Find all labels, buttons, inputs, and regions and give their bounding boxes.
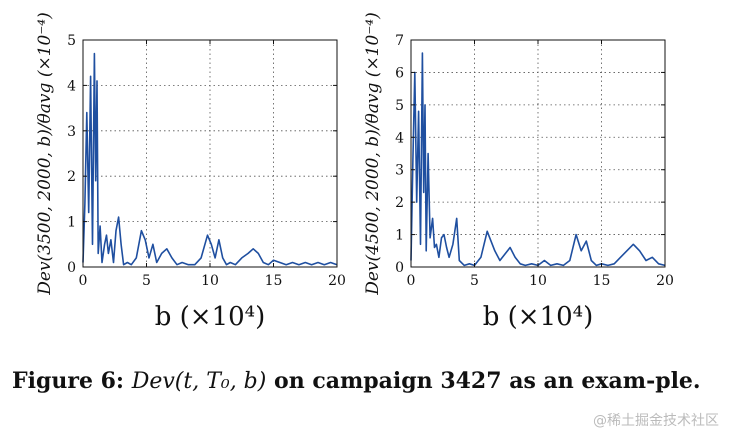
chart-1: 0 5 10 15 20 0 1 2 3 4 5 Dev(3500, 2000, b)/θavg (×… (35, 12, 346, 332)
chart-2: 0 5 10 15 20 0 1 2 3 4 5 6 7 Dev(4500, 2000, b)/θavg … (363, 12, 674, 332)
figure-caption: Figure 6: Dev(t, T₀, b) on campaign 3427… (12, 366, 724, 397)
y-tick-label: 4 (67, 78, 76, 94)
x-tick-label: 0 (79, 273, 88, 289)
y-axis-label: Dev(4500, 2000, b)/θavg (×10⁻⁴) (363, 12, 383, 296)
x-axis-label: b (×10⁴) (483, 302, 594, 332)
data-line (410, 52, 666, 267)
x-tick-label: 5 (470, 273, 479, 289)
y-tick-label: 6 (395, 65, 404, 81)
y-axis-label: Dev(3500, 2000, b)/θavg (×10⁻⁴) (35, 12, 55, 296)
x-tick-label: 20 (656, 273, 674, 289)
y-tick-label: 5 (67, 33, 76, 49)
y-tick-label: 7 (395, 33, 404, 49)
x-tick-label: 5 (142, 273, 151, 289)
x-tick-label: 20 (328, 273, 346, 289)
y-tick-label: 5 (395, 98, 404, 114)
y-tick-label: 0 (67, 260, 76, 276)
y-tick-label: 3 (67, 124, 76, 140)
data-line (82, 52, 338, 266)
y-tick-label: 2 (395, 195, 404, 211)
x-tick-label: 10 (201, 273, 219, 289)
y-tick-label: 2 (67, 169, 76, 185)
x-tick-label: 15 (593, 273, 611, 289)
x-tick-label: 15 (265, 273, 283, 289)
caption-math: Dev(t, T₀, b) (131, 369, 267, 394)
watermark: @稀土掘金技术社区 (593, 413, 719, 429)
y-tick-label: 3 (395, 163, 404, 179)
x-tick-label: 10 (529, 273, 547, 289)
caption-text: on campaign 3427 as an exam-ple. (274, 368, 701, 394)
y-tick-label: 1 (395, 228, 404, 244)
y-tick-label: 1 (67, 215, 76, 231)
caption-label: Figure 6: (12, 368, 125, 394)
y-tick-label: 4 (395, 130, 404, 146)
x-axis-label: b (×10⁴) (155, 302, 266, 332)
y-tick-label: 0 (395, 260, 404, 276)
x-tick-label: 0 (407, 273, 416, 289)
